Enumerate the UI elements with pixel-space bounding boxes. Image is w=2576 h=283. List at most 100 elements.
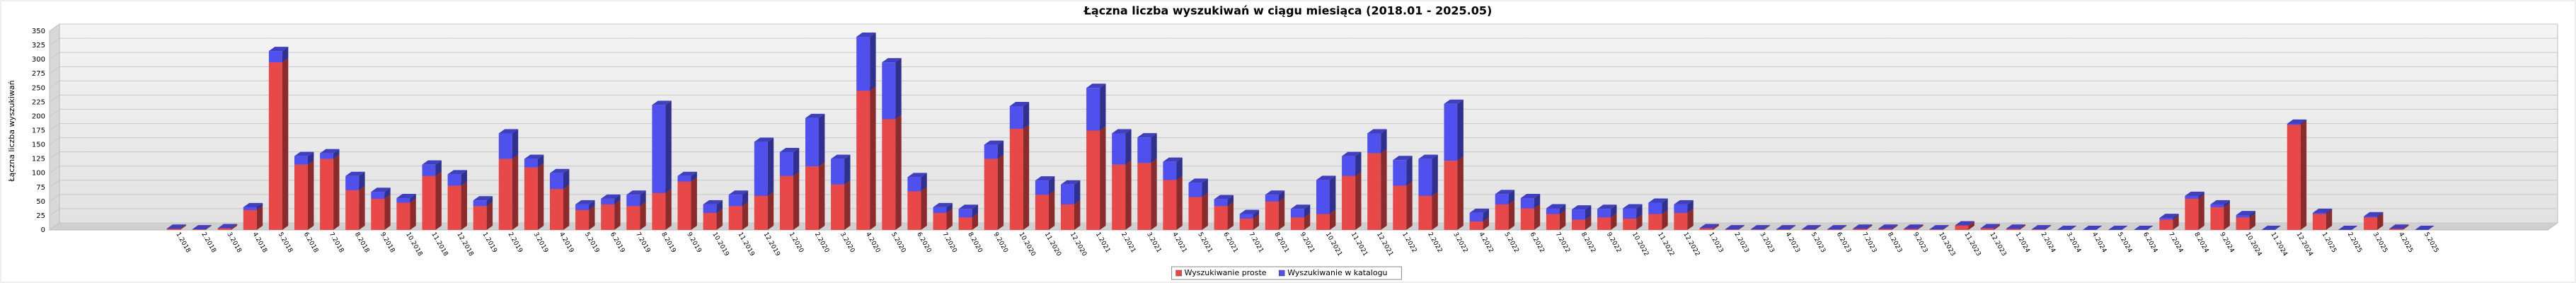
legend-swatch <box>1278 270 1285 277</box>
bar-side <box>819 162 825 230</box>
bar-front <box>805 117 819 167</box>
bar-side <box>537 154 544 168</box>
bar-top <box>217 224 238 229</box>
bar-side <box>1892 224 1898 230</box>
bar-side <box>512 129 519 159</box>
bar-side <box>1687 208 1694 230</box>
y-tick-label: 300 <box>32 56 45 64</box>
y-tick-label: 125 <box>32 156 45 163</box>
bar-front <box>1342 175 1356 230</box>
bar-side <box>1023 101 1030 129</box>
bar-front <box>2210 207 2224 230</box>
bar-front <box>1367 153 1381 230</box>
bar-segment <box>805 162 825 230</box>
bar-side <box>1227 195 1234 207</box>
bar-side <box>359 171 365 190</box>
bar-side <box>1687 200 1694 213</box>
bar-front <box>2312 212 2326 214</box>
bar-top <box>1980 224 2000 229</box>
bar-front <box>2210 204 2224 207</box>
bar-top <box>1239 209 1260 214</box>
bar-segment <box>856 86 876 230</box>
bar-side <box>589 205 595 230</box>
y-tick-label: 175 <box>32 127 45 135</box>
bar-top <box>422 160 442 165</box>
bar-side <box>589 200 595 210</box>
y-tick-label: 325 <box>32 42 45 50</box>
bar-front <box>1137 163 1151 230</box>
bar-segment <box>1061 180 1081 204</box>
bar-side <box>308 151 314 165</box>
bar-front <box>498 133 512 159</box>
bar-top <box>192 225 212 230</box>
bar-segment <box>1495 200 1515 230</box>
bar-front <box>550 173 563 190</box>
bar-front <box>1239 214 1253 219</box>
bar-front <box>1546 208 1560 214</box>
bar-side <box>1764 225 1771 230</box>
bar-segment <box>550 185 570 230</box>
bar-top <box>984 140 1004 145</box>
bar-segment <box>2312 208 2333 214</box>
bar-front <box>217 228 231 230</box>
bar-side <box>2173 214 2179 220</box>
bar-side <box>2249 211 2255 218</box>
y-tick-label: 100 <box>32 170 45 178</box>
bar-top <box>1035 176 1055 181</box>
bar-front <box>1316 214 1330 230</box>
bar-segment <box>1495 190 1515 204</box>
bar-side <box>486 196 493 207</box>
bar-top <box>1597 204 1617 209</box>
bar-side <box>384 187 391 199</box>
bar-segment <box>550 168 570 190</box>
legend-label: Wyszukiwanie proste <box>1185 268 1267 277</box>
bar-side <box>1176 175 1183 230</box>
bar-top <box>1444 99 1464 104</box>
bar-top <box>1853 224 1873 229</box>
bar-segment <box>166 224 186 229</box>
bar-side <box>333 154 340 230</box>
bar-segment <box>1878 224 1898 229</box>
bar-segment <box>2134 226 2154 230</box>
bar-segment <box>2031 225 2052 230</box>
bar-top <box>933 202 953 207</box>
chart-title: Łączna liczba wyszukiwań w ciągu miesiąc… <box>1083 4 1493 18</box>
bar-segment <box>473 196 493 207</box>
bar-segment <box>1137 158 1157 230</box>
bar-front <box>933 207 947 213</box>
bar-side <box>1304 204 1311 218</box>
bar-side <box>1534 204 1541 230</box>
bar-front <box>422 175 436 230</box>
bar-front <box>1163 161 1177 180</box>
bar-side <box>1381 149 1387 230</box>
bar-segment <box>2236 211 2255 218</box>
bar-side <box>972 213 978 230</box>
bar-segment <box>1009 125 1030 230</box>
bar-side <box>1074 180 1081 204</box>
bar-top <box>1367 129 1387 134</box>
bar-front <box>1112 164 1126 230</box>
bar-front <box>1572 219 1585 230</box>
bar-top <box>779 148 800 153</box>
grid-line <box>49 208 2558 216</box>
bar-top <box>2083 226 2103 230</box>
bar-top <box>1265 190 1285 195</box>
bar-side <box>1994 224 2000 230</box>
bar-top <box>1572 205 1592 210</box>
bar-side <box>1866 224 1873 230</box>
bar-front <box>1393 185 1407 230</box>
bar-side <box>282 58 289 231</box>
bar-side <box>742 202 749 230</box>
bar-side <box>665 188 672 230</box>
bar-segment <box>754 137 774 196</box>
bar-front <box>652 192 666 230</box>
bar-top <box>1725 225 1744 230</box>
bar-top <box>2134 226 2154 230</box>
bar-top <box>626 190 646 195</box>
bar-segment <box>754 191 774 230</box>
bar-front <box>1444 103 1458 161</box>
bar-front <box>933 212 947 230</box>
bar-front <box>575 204 590 210</box>
bar-front <box>1648 214 1662 230</box>
bar-segment <box>447 170 467 186</box>
